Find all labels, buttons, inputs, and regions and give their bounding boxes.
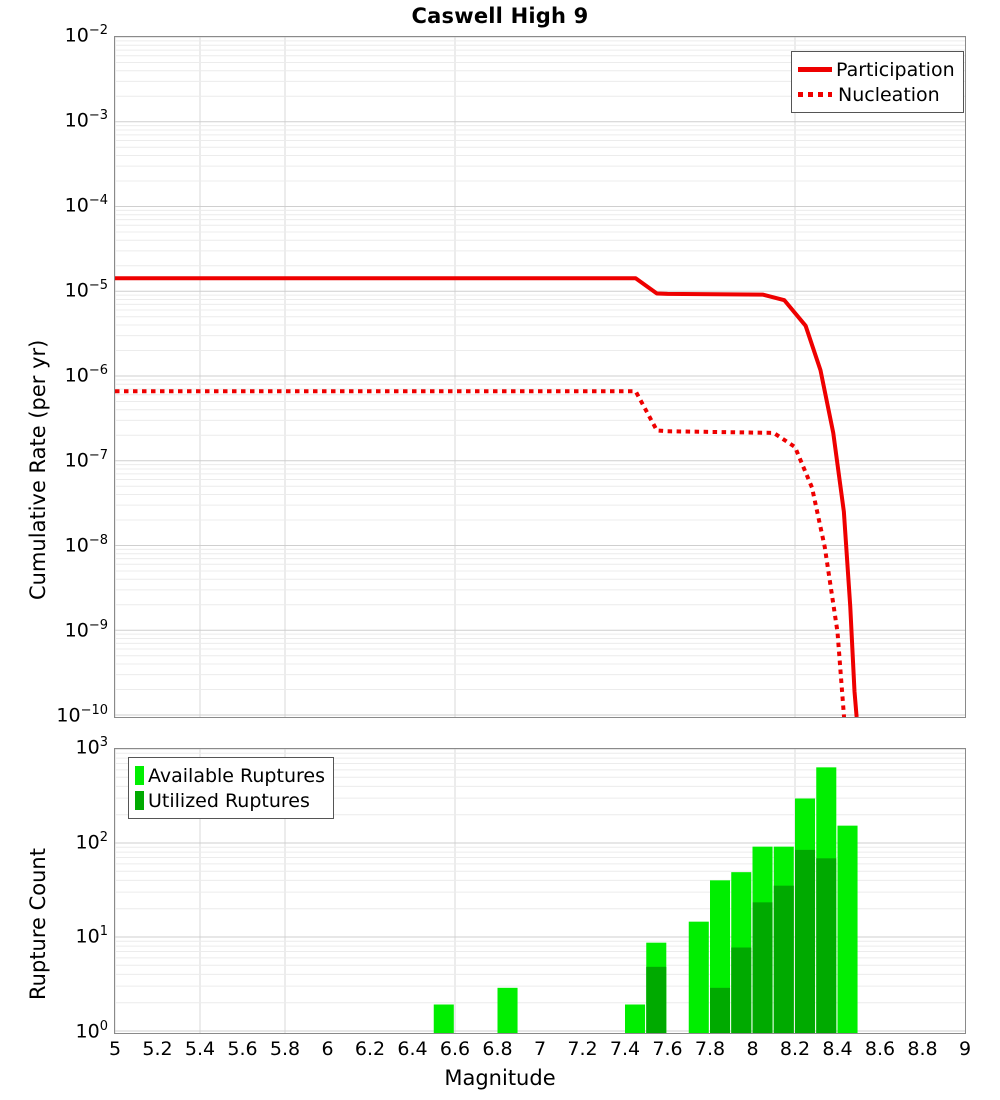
top-y-tick-label: 10−4 [64,193,108,217]
page-title: Caswell High 9 [411,4,589,28]
x-tick-label: 7.4 [609,1038,641,1060]
x-tick-label: 6.6 [439,1038,471,1060]
top-y-tick-label: 10−3 [64,108,108,132]
legend-item-participation: Participation [798,57,955,82]
available-color-swatch [135,766,144,785]
solid-line-icon [798,67,832,72]
top-y-tick-label: 10−7 [64,448,108,472]
top-plot-curves [115,276,859,717]
dotted-line-icon [798,92,832,97]
legend-label-nucleation: Nucleation [838,83,940,106]
bottom-y-tick-label: 103 [75,735,108,759]
bottom-y-tick-label: 101 [75,924,108,948]
legend-label-participation: Participation [836,58,955,81]
x-tick-label: 6 [321,1038,334,1060]
x-tick-label: 8.6 [864,1038,896,1060]
x-tick-label: 5.8 [269,1038,301,1060]
x-axis-label: Magnitude [444,1066,556,1090]
bottom-legend: Available Ruptures Utilized Ruptures [128,757,334,819]
x-tick-label: 8.8 [907,1038,938,1060]
utilized-color-swatch [135,791,144,810]
top-legend: Participation Nucleation [791,51,964,113]
bottom-plot-bars [433,767,858,1033]
x-tick-label: 7.2 [567,1038,598,1060]
x-tick-label: 8 [746,1038,759,1060]
legend-label-available: Available Ruptures [148,764,325,787]
top-y-tick-label: 10−6 [64,363,108,387]
x-tick-label: 7.6 [652,1038,683,1060]
bottom-y-axis-label: Rupture Count [26,848,50,1000]
top-y-tick-label: 10−5 [64,278,108,302]
x-tick-label: 5.2 [142,1038,173,1060]
x-tick-label: 9 [958,1038,972,1060]
top-y-tick-label: 10−8 [64,533,108,557]
x-tick-label: 6.8 [482,1038,513,1060]
x-tick-label: 8.4 [822,1038,853,1060]
x-tick-label: 5.6 [227,1038,258,1060]
legend-item-available-ruptures: Available Ruptures [135,763,325,788]
x-tick-label: 6.4 [397,1038,428,1060]
top-y-tick-label: 10−2 [64,23,108,47]
x-tick-label: 6.2 [354,1038,386,1060]
bottom-y-tick-label: 100 [75,1019,108,1043]
top-y-tick-label: 10−9 [64,618,108,642]
legend-item-nucleation: Nucleation [798,82,955,107]
x-tick-label: 5.4 [184,1038,216,1060]
x-tick-label: 8.2 [779,1038,811,1060]
x-tick-label: 5 [108,1038,122,1060]
cumulative-rate-plot [114,36,966,718]
bottom-y-tick-label: 102 [75,829,108,853]
x-tick-label: 7.8 [694,1038,726,1060]
legend-label-utilized: Utilized Ruptures [148,789,310,812]
rupture-count-plot [114,748,966,1034]
top-y-tick-label: 10−10 [56,703,108,727]
top-y-axis-label: Cumulative Rate (per yr) [26,339,50,600]
x-tick-label: 7 [533,1038,547,1060]
legend-item-utilized-ruptures: Utilized Ruptures [135,788,325,813]
